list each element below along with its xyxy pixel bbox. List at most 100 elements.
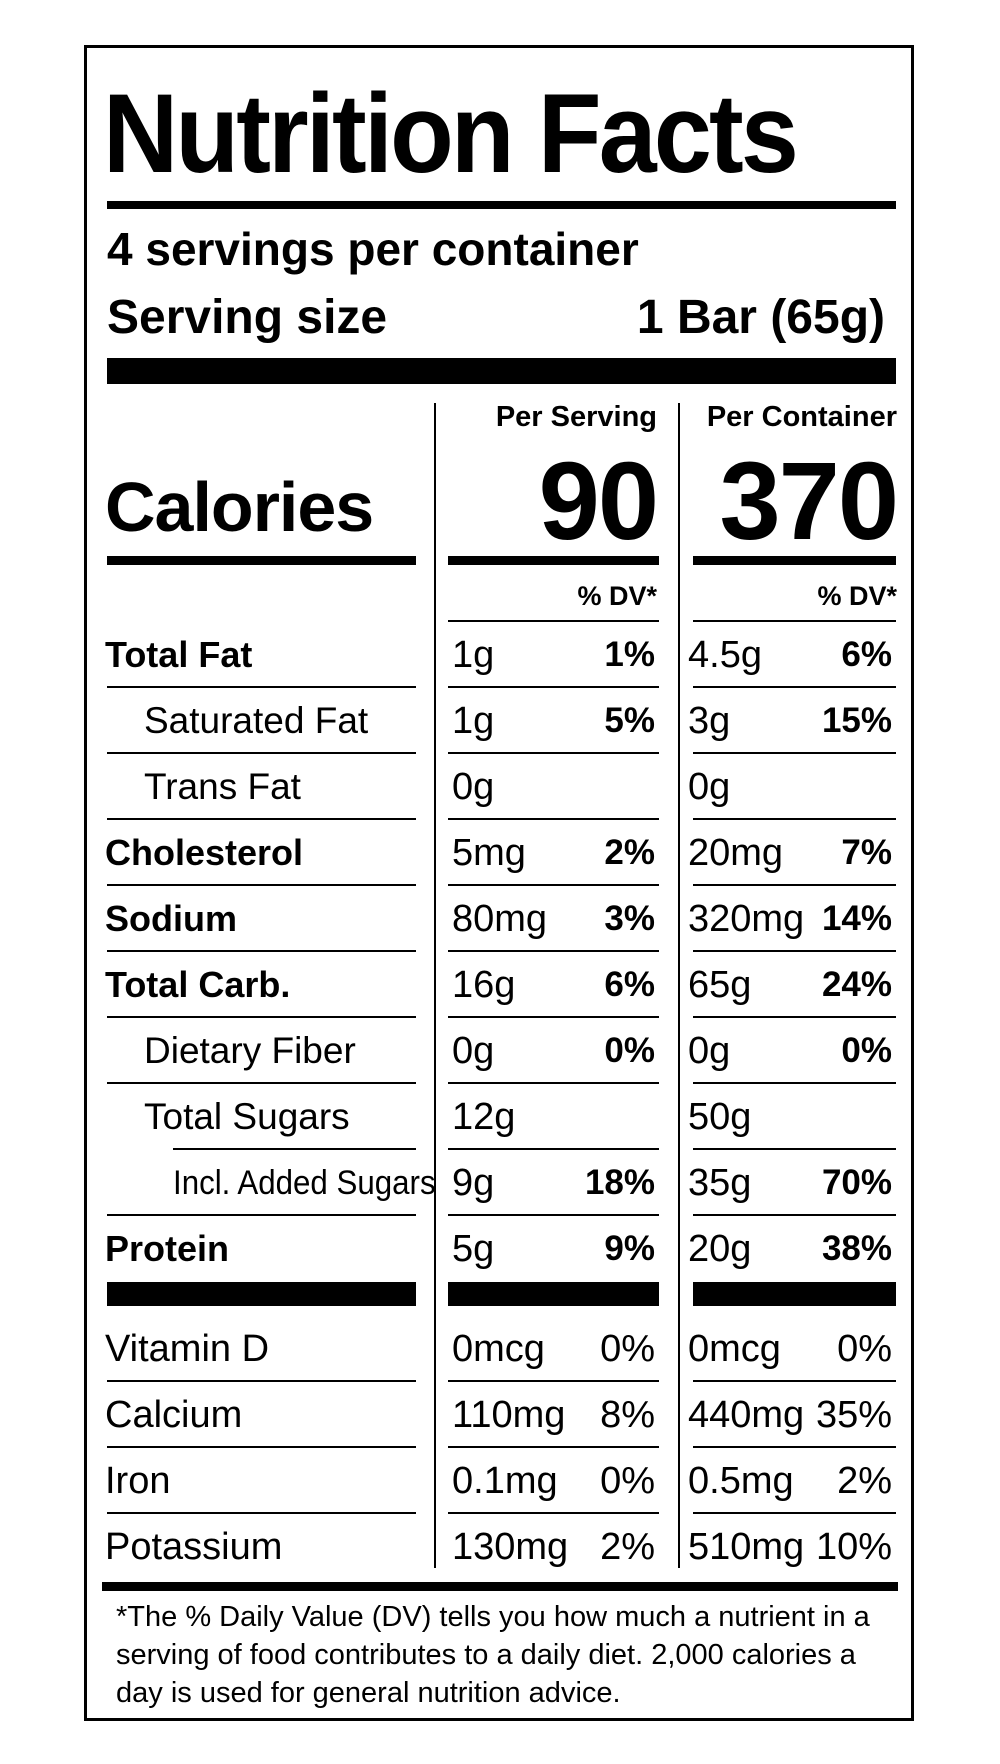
row-rule bbox=[107, 752, 416, 754]
nutrient-name: Sodium bbox=[105, 898, 237, 939]
nutrient-name: Trans Fat bbox=[144, 766, 301, 807]
row-rule bbox=[107, 1512, 416, 1514]
row-rule bbox=[448, 1148, 659, 1150]
per-container-dv: 24% bbox=[821, 965, 892, 1004]
row-rule bbox=[693, 884, 896, 886]
row-rule bbox=[693, 1214, 896, 1216]
per-container-dv: 6% bbox=[841, 635, 892, 674]
per-serving-amount: 0.1mg bbox=[452, 1459, 558, 1502]
row-rule bbox=[448, 1016, 659, 1018]
per-serving-dv: 8% bbox=[600, 1393, 655, 1436]
nutrient-row-saturated-fat: Saturated Fat 1g 5% 3g 15% bbox=[0, 688, 1000, 754]
label-title: Nutrition Facts bbox=[103, 71, 799, 196]
row-rule bbox=[693, 1380, 896, 1382]
row-rule bbox=[107, 1380, 416, 1382]
row-rule bbox=[448, 818, 659, 820]
row-rule bbox=[107, 686, 416, 688]
row-rule bbox=[107, 1214, 416, 1216]
per-serving-amount: 130mg bbox=[452, 1525, 569, 1568]
row-rule bbox=[173, 1148, 416, 1150]
per-container-dv: 38% bbox=[821, 1229, 892, 1268]
per-serving-amount: 16g bbox=[452, 963, 516, 1006]
column-divider-1 bbox=[434, 403, 436, 1568]
calories-rule-container bbox=[693, 556, 896, 565]
nutrition-facts-panel bbox=[84, 45, 914, 1721]
row-rule bbox=[693, 1446, 896, 1448]
per-serving-amount: 5g bbox=[452, 1227, 495, 1270]
per-container-amount: 50g bbox=[688, 1095, 752, 1138]
column-divider-2 bbox=[678, 403, 680, 1568]
row-rule bbox=[693, 1148, 896, 1150]
serving-size-value: 1 Bar (65g) bbox=[636, 291, 885, 344]
per-serving-amount: 1g bbox=[452, 699, 495, 742]
nutrient-row-total-sugars: Total Sugars 12g 50g bbox=[0, 1084, 1000, 1150]
row-rule bbox=[448, 686, 659, 688]
per-serving-dv: 0% bbox=[600, 1327, 655, 1370]
row-rule bbox=[693, 818, 896, 820]
per-serving-dv: 9% bbox=[604, 1229, 655, 1268]
row-rule bbox=[693, 1016, 896, 1018]
nutrient-name: Vitamin D bbox=[105, 1327, 270, 1370]
per-container-amount: 3g bbox=[688, 699, 731, 742]
per-container-dv: 0% bbox=[841, 1031, 892, 1070]
per-container-amount: 20mg bbox=[688, 831, 784, 874]
per-container-amount: 65g bbox=[688, 963, 752, 1006]
vitamin-row-potassium: Potassium 130mg 2% 510mg 10% bbox=[0, 1514, 1000, 1580]
per-serving-amount: 5mg bbox=[452, 831, 526, 874]
per-serving-amount: 1g bbox=[452, 633, 495, 676]
row-rule bbox=[107, 1446, 416, 1448]
footnote-rule bbox=[102, 1582, 898, 1591]
per-serving-dv: 3% bbox=[604, 899, 655, 938]
per-container-dv: 2% bbox=[837, 1459, 892, 1502]
per-serving-dv: 18% bbox=[584, 1163, 655, 1202]
per-container-amount: 510mg bbox=[688, 1525, 805, 1568]
vitamin-row-iron: Iron 0.1mg 0% 0.5mg 2% bbox=[0, 1448, 1000, 1514]
nutrient-name: Total Fat bbox=[105, 634, 253, 675]
per-container-amount: 0g bbox=[688, 765, 731, 808]
per-container-amount: 4.5g bbox=[688, 633, 762, 676]
row-rule bbox=[448, 1512, 659, 1514]
nutrient-name: Dietary Fiber bbox=[144, 1030, 356, 1071]
per-serving-dv: 6% bbox=[604, 965, 655, 1004]
protein-thick-rule-serving bbox=[448, 1282, 659, 1306]
row-rule bbox=[448, 1214, 659, 1216]
dv-rule-container bbox=[693, 620, 896, 622]
nutrient-row-added-sugars: Incl. Added Sugars 9g 18% 35g 70% bbox=[0, 1150, 1000, 1216]
nutrient-name: Cholesterol bbox=[105, 832, 304, 873]
per-container-amount: 35g bbox=[688, 1161, 752, 1204]
servings-per-container: 4 servings per container bbox=[107, 223, 639, 275]
protein-thick-rule-container bbox=[693, 1282, 896, 1306]
nutrient-name: Calcium bbox=[105, 1393, 243, 1436]
per-container-dv: 14% bbox=[821, 899, 892, 938]
protein-thick-rule-label bbox=[107, 1282, 416, 1306]
nutrient-row-cholesterol: Cholesterol 5mg 2% 20mg 7% bbox=[0, 820, 1000, 886]
per-container-dv: 10% bbox=[815, 1525, 892, 1568]
row-rule bbox=[107, 1016, 416, 1018]
dv-rule-serving bbox=[448, 620, 659, 622]
row-rule bbox=[693, 686, 896, 688]
per-container-dv: 0% bbox=[837, 1327, 892, 1370]
row-rule bbox=[107, 884, 416, 886]
per-container-header: Per Container bbox=[706, 401, 897, 433]
row-rule bbox=[448, 884, 659, 886]
per-container-amount: 0.5mg bbox=[688, 1459, 794, 1502]
per-serving-amount: 80mg bbox=[452, 897, 548, 940]
row-rule bbox=[107, 1082, 416, 1084]
row-rule bbox=[693, 1512, 896, 1514]
per-container-amount: 0g bbox=[688, 1029, 731, 1072]
vitamin-row-vitamin-d: Vitamin D 0mcg 0% 0mcg 0% bbox=[0, 1316, 1000, 1382]
per-container-dv: 15% bbox=[821, 701, 892, 740]
per-serving-dv: 0% bbox=[604, 1031, 655, 1070]
per-container-amount: 320mg bbox=[688, 897, 805, 940]
serving-size-label: Serving size bbox=[107, 291, 388, 344]
calories-per-serving: 90 bbox=[538, 440, 659, 563]
row-rule bbox=[448, 752, 659, 754]
nutrient-name: Protein bbox=[105, 1228, 230, 1269]
row-rule bbox=[448, 1446, 659, 1448]
row-rule bbox=[448, 1082, 659, 1084]
nutrient-row-dietary-fiber: Dietary Fiber 0g 0% 0g 0% bbox=[0, 1018, 1000, 1084]
per-serving-amount: 110mg bbox=[452, 1393, 566, 1436]
serving-rule bbox=[107, 358, 896, 384]
nutrient-row-sodium: Sodium 80mg 3% 320mg 14% bbox=[0, 886, 1000, 952]
calories-label: Calories bbox=[105, 468, 374, 546]
